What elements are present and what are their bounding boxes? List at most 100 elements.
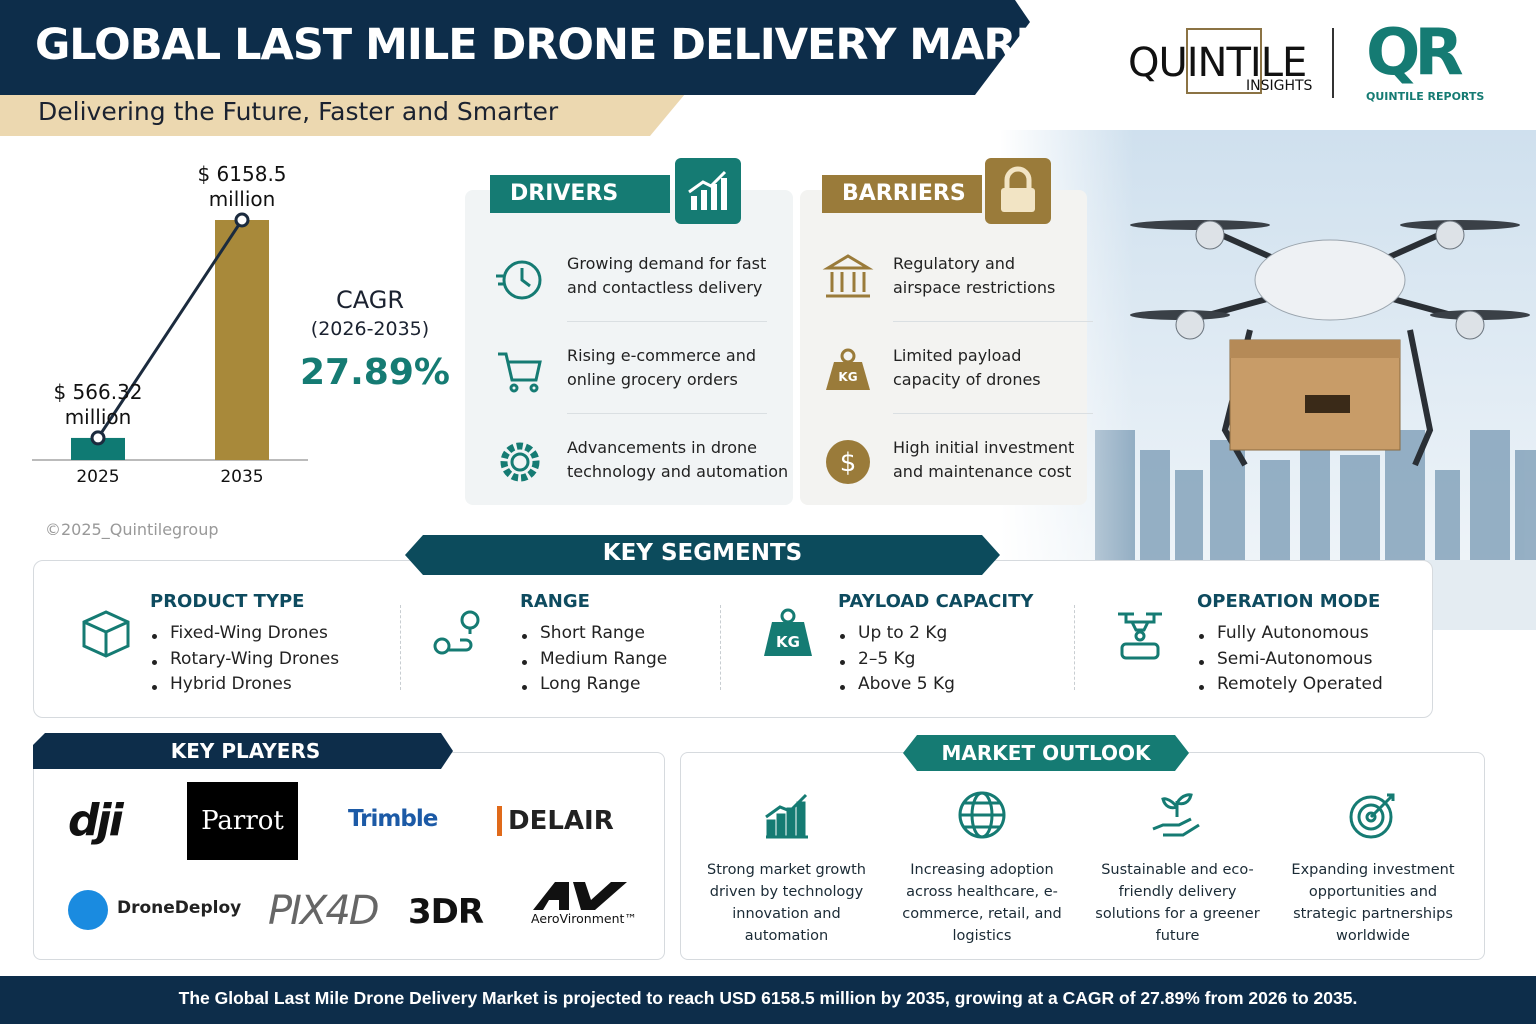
player-logo: PIX4D	[268, 888, 380, 934]
barriers-icon	[820, 250, 876, 310]
bullet	[522, 685, 527, 690]
bullet	[840, 659, 845, 665]
segment-item: Above 5 Kg	[858, 674, 955, 694]
segment-title: RANGE	[520, 591, 590, 612]
segment-title: PAYLOAD CAPACITY	[838, 591, 1034, 612]
player-logo: DroneDeploy	[117, 898, 242, 918]
drivers-panel	[465, 190, 793, 505]
bullet	[152, 685, 157, 690]
segment-icon: KG	[760, 606, 816, 666]
footer-bar	[0, 976, 1536, 1024]
outlook-item: Expanding investment opportunities and s…	[1291, 862, 1455, 944]
barriers-icon: KG	[820, 342, 876, 402]
outlook-icon	[1345, 787, 1401, 847]
divider	[400, 605, 401, 690]
x-tick-label: 2025	[76, 467, 120, 487]
segments-panel	[33, 560, 1433, 718]
bullet	[152, 634, 157, 639]
logo-insights: INSIGHTS	[1246, 78, 1313, 94]
outlook-item: Increasing adoption across healthcare, e…	[902, 862, 1062, 944]
outlook-icon	[1149, 787, 1205, 847]
segments-title: KEY SEGMENTS	[602, 540, 803, 566]
outlook-icon	[758, 787, 814, 847]
divider	[567, 413, 767, 414]
trend-dot	[234, 212, 250, 228]
drivers-item: Rising e-commerce and online grocery ord…	[567, 346, 756, 389]
outlook-item: Sustainable and eco-friendly delivery so…	[1095, 862, 1260, 944]
segment-item: Hybrid Drones	[170, 674, 292, 694]
bullet	[152, 659, 157, 665]
cagr-value: 27.89%	[300, 352, 450, 393]
segment-icon	[78, 606, 134, 666]
players-title: KEY PLAYERS	[170, 739, 321, 763]
segment-item: Semi-Autonomous	[1217, 648, 1373, 669]
value-label: $ 566.32 million	[53, 379, 143, 429]
logo-reports: QUINTILE REPORTS	[1366, 90, 1485, 103]
drivers-icon	[492, 250, 548, 310]
player-logo: Trimble	[348, 806, 438, 832]
player-logo: DELAIR	[497, 806, 614, 836]
player-logo-mark	[533, 882, 627, 910]
player-logo: 3DR	[408, 892, 484, 932]
segment-title: OPERATION MODE	[1197, 591, 1381, 612]
segment-item: Fixed-Wing Drones	[170, 623, 328, 643]
segment-item: Short Range	[540, 623, 645, 643]
barriers-item: Regulatory and airspace restrictions	[893, 254, 1056, 297]
subtitle: Delivering the Future, Faster and Smarte…	[38, 97, 559, 126]
drivers-icon	[492, 342, 548, 402]
barriers-icon: $	[820, 434, 876, 494]
barriers-icon	[985, 158, 1051, 224]
segment-item: Up to 2 Kg	[858, 623, 948, 643]
logo-divider	[1332, 28, 1334, 98]
bullet	[1199, 659, 1204, 665]
barriers-item: Limited payload capacity of drones	[893, 346, 1041, 389]
segment-item: Medium Range	[540, 648, 668, 669]
barriers-title: BARRIERS	[822, 175, 982, 213]
player-logo-mark	[68, 890, 108, 930]
drone-illustration	[1130, 220, 1530, 467]
segment-icon	[430, 606, 486, 666]
outlook-icon	[954, 787, 1010, 847]
drivers-item: Growing demand for fast and contactless …	[567, 254, 767, 297]
bar	[215, 220, 269, 460]
trend-dot	[90, 430, 106, 446]
player-logo: Parrot	[187, 782, 298, 860]
players-banner	[33, 733, 453, 769]
drivers-icon	[675, 158, 741, 224]
cagr-label: CAGR	[335, 286, 405, 314]
value-label: $ 6158.5 million	[197, 162, 287, 211]
outlook-item: Strong market growth driven by technolog…	[707, 862, 866, 944]
segment-item: Remotely Operated	[1217, 674, 1383, 694]
x-tick-label: 2035	[220, 467, 264, 487]
bullet	[840, 634, 845, 639]
bar	[71, 437, 125, 460]
segment-item: Fully Autonomous	[1217, 623, 1369, 643]
player-logo: AeroVironment™	[531, 911, 637, 926]
barriers-item: High initial investment and maintenance …	[893, 438, 1075, 481]
segments-banner	[405, 535, 1000, 575]
segment-item: Rotary-Wing Drones	[170, 648, 340, 669]
divider	[720, 605, 721, 690]
divider	[567, 321, 767, 322]
segment-icon	[1112, 606, 1168, 666]
divider	[893, 321, 1093, 322]
bullet	[1199, 634, 1204, 639]
segment-item: Long Range	[540, 674, 641, 694]
outlook-banner	[903, 735, 1189, 771]
svg-text:KG: KG	[776, 633, 800, 651]
cagr-period: (2026-2035)	[310, 318, 430, 340]
drivers-icon	[492, 434, 548, 494]
drivers-title: DRIVERS	[490, 175, 670, 213]
segment-item: 2–5 Kg	[858, 648, 916, 669]
segment-title: PRODUCT TYPE	[150, 591, 305, 612]
header-shape	[0, 0, 1030, 136]
copyright: ©2025_Quintilegroup	[45, 520, 219, 539]
player-logo: dji	[68, 795, 124, 846]
title: GLOBAL LAST MILE DRONE DELIVERY MARKET	[35, 20, 1106, 70]
logo-quintile: QUINTILE	[1128, 40, 1307, 86]
logo-frame	[1186, 28, 1262, 94]
divider	[893, 413, 1093, 414]
bullet	[522, 659, 527, 665]
divider	[1074, 605, 1075, 690]
